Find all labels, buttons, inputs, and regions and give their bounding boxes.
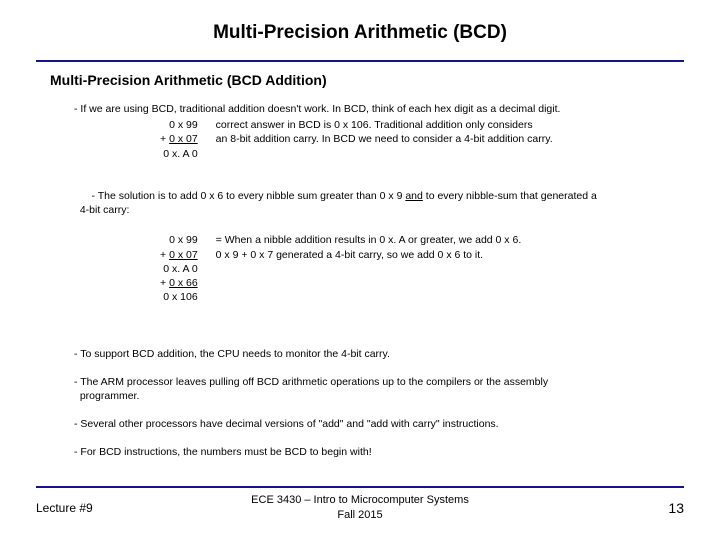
calc1-l3: 0 x. A 0: [163, 148, 197, 160]
calc2-l2-pre: +: [160, 249, 169, 261]
section-subtitle: Multi-Precision Arithmetic (BCD Addition…: [36, 72, 684, 88]
b1-expl-l2: an 8-bit addition carry. In BCD we need …: [216, 133, 553, 145]
calc1-l2-pre: +: [160, 133, 169, 145]
footer-center: ECE 3430 – Intro to Microcomputer System…: [156, 493, 564, 522]
bullet-1-explain: correct answer in BCD is 0 x 106. Tradit…: [216, 118, 553, 146]
bullet-1-lead: - If we are using BCD, traditional addit…: [74, 103, 560, 115]
bullet-3: - To support BCD addition, the CPU needs…: [74, 347, 670, 361]
bullet-4: - The ARM processor leaves pulling off B…: [74, 375, 670, 403]
b2-expl-l1: = When a nibble addition results in 0 x.…: [216, 234, 522, 246]
slide-container: Multi-Precision Arithmetic (BCD) Multi-P…: [0, 0, 720, 540]
bullet-6: - For BCD instructions, the numbers must…: [74, 445, 670, 459]
calc1-l1: 0 x 99: [169, 119, 198, 131]
content-body: - If we are using BCD, traditional addit…: [36, 102, 684, 459]
b2-expl-l2: 0 x 9 + 0 x 7 generated a 4-bit carry, s…: [216, 249, 483, 261]
footer: Lecture #9 ECE 3430 – Intro to Microcomp…: [36, 493, 684, 522]
footer-page-number: 13: [564, 500, 684, 516]
calc2-l2: 0 x 07: [169, 249, 198, 261]
page-title: Multi-Precision Arithmetic (BCD): [36, 22, 684, 44]
footer-center-l1: ECE 3430 – Intro to Microcomputer System…: [251, 494, 469, 506]
divider-top: [36, 60, 684, 62]
bullet-1: - If we are using BCD, traditional addit…: [74, 102, 670, 161]
calc2-l3: 0 x. A 0: [163, 263, 197, 275]
bullet-2-block: 0 x 99 + 0 x 07 0 x. A 0 + 0 x 66 0 x 10…: [74, 233, 670, 304]
divider-bottom: [36, 486, 684, 488]
calc1-l2: 0 x 07: [169, 133, 198, 145]
calc2-l5: 0 x 106: [163, 291, 197, 303]
bullet-2-calc: 0 x 99 + 0 x 07 0 x. A 0 + 0 x 66 0 x 10…: [160, 233, 198, 304]
b2-pre: - The solution is to add 0 x 6 to every …: [92, 190, 406, 202]
b2-and: and: [405, 190, 423, 202]
bullet-1-calc: 0 x 99 + 0 x 07 0 x. A 0: [160, 118, 198, 161]
calc2-l4: 0 x 66: [169, 277, 198, 289]
b1-expl-l1: correct answer in BCD is 0 x 106. Tradit…: [216, 119, 533, 131]
footer-center-l2: Fall 2015: [337, 509, 382, 521]
bullet-5: - Several other processors have decimal …: [74, 417, 670, 431]
bullet-2: - The solution is to add 0 x 6 to every …: [74, 175, 670, 333]
footer-left: Lecture #9: [36, 501, 156, 515]
calc2-l1: 0 x 99: [169, 234, 198, 246]
bullet-2-explain: = When a nibble addition results in 0 x.…: [216, 233, 522, 261]
calc2-l4-pre: +: [160, 277, 169, 289]
bullet-1-block: 0 x 99 + 0 x 07 0 x. A 0 correct answer …: [74, 118, 670, 161]
